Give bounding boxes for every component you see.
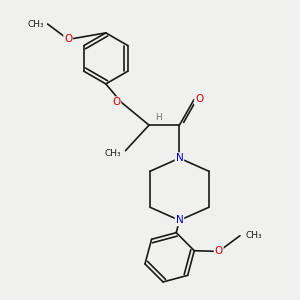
Text: O: O [64,34,72,44]
Text: CH₃: CH₃ [105,149,122,158]
Text: N: N [176,153,183,163]
Text: O: O [112,97,120,107]
Text: CH₃: CH₃ [246,231,262,240]
Text: CH₃: CH₃ [28,20,44,28]
Text: H: H [155,113,162,122]
Text: O: O [195,94,203,104]
Text: N: N [176,215,183,225]
Text: O: O [214,246,223,256]
